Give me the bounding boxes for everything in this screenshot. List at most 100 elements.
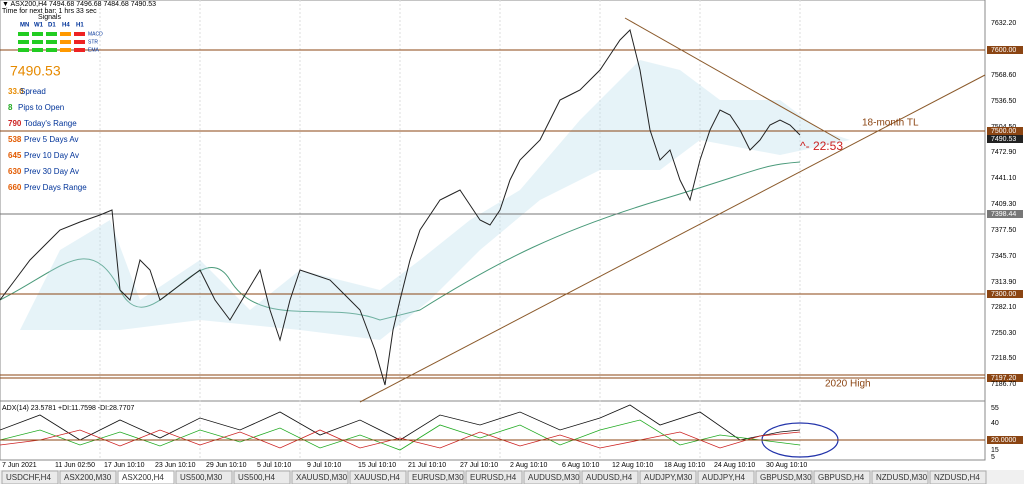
time-label: 12 Aug 10:10 [612, 462, 653, 469]
price-label: 7218.50 [991, 355, 1016, 362]
adx-axis: 20.0000 [991, 437, 1016, 444]
price-line [0, 29, 801, 386]
tab-label[interactable]: XAUUSD,M30 [296, 473, 348, 482]
price-label: 7568.60 [991, 72, 1016, 79]
price-label: 7441.10 [991, 175, 1016, 182]
time-label: 24 Aug 10:10 [714, 462, 755, 469]
tab-label[interactable]: GBPUSD,H4 [818, 473, 865, 482]
signal-cell [32, 32, 43, 36]
tab-label[interactable]: XAUUSD,H4 [354, 473, 400, 482]
timeframe: W1 [34, 23, 44, 29]
stat-label: Today's Range [24, 119, 77, 128]
tab-label[interactable]: USDCHF,H4 [6, 473, 51, 482]
time-label: 5 Jul 10:10 [257, 462, 291, 469]
price-label: 7345.70 [991, 253, 1016, 260]
price-box [987, 135, 1023, 143]
timeframe: H4 [62, 23, 70, 29]
time-label: 29 Jun 10:10 [206, 462, 247, 469]
price-label: 7377.50 [991, 227, 1016, 234]
signal-name: STR [88, 39, 98, 45]
price-label: 7600.00 [991, 47, 1016, 54]
tab-label[interactable]: ASX200,H4 [122, 473, 164, 482]
time-label: 15 Jul 10:10 [358, 462, 396, 469]
adx-axis: 55 [991, 405, 999, 412]
signal-cell [18, 40, 29, 44]
stat-label: Spread [20, 87, 46, 96]
signal-cell [74, 48, 85, 52]
signal-cell [46, 32, 57, 36]
tab-label[interactable]: NZDUSD,H4 [934, 473, 980, 482]
tab-label[interactable]: NZDUSD,M30 [876, 473, 928, 482]
tab-label[interactable]: US500,H4 [238, 473, 275, 482]
price-label: 7490.53 [991, 136, 1016, 143]
trendline-label: 18-month TL [862, 118, 919, 129]
adx-axis: 40 [991, 420, 999, 427]
price-label: 7186.70 [991, 381, 1016, 388]
adx-axis: 5 [991, 454, 995, 461]
price-label: 7398.44 [991, 211, 1016, 218]
adx-line [0, 404, 801, 441]
signal-cell [32, 40, 43, 44]
signal-cell [60, 48, 71, 52]
ichimoku-cloud [20, 60, 850, 340]
price: 7490.53 [10, 63, 61, 79]
tab-label[interactable]: ASX200,M30 [64, 473, 112, 482]
stat-label: Prev 10 Day Av [24, 151, 79, 160]
stat-num: 660 [8, 183, 22, 192]
stat-label: Prev 30 Day Av [24, 167, 79, 176]
price-label: 7313.90 [991, 279, 1016, 286]
moving-average [0, 161, 801, 321]
chart-frame [0, 0, 986, 461]
signal-cell [18, 48, 29, 52]
time-label: 9 Jul 10:10 [307, 462, 341, 469]
signal-cell [18, 32, 29, 36]
price-label: 7409.30 [991, 201, 1016, 208]
price-label: 7282.10 [991, 304, 1016, 311]
tab-label[interactable]: AUDJPY,H4 [702, 473, 746, 482]
signal-name: MACD [88, 31, 103, 37]
stat-num: 630 [8, 167, 22, 176]
tab-label[interactable]: US500,M30 [180, 473, 223, 482]
time-label: 17 Jun 10:10 [104, 462, 145, 469]
adx-box [987, 436, 1023, 444]
timeframe: H1 [76, 23, 84, 29]
signal-cell [60, 40, 71, 44]
stat-num: 538 [8, 135, 22, 144]
tab-label[interactable]: EURUSD,M30 [412, 473, 464, 482]
price-label: 7250.30 [991, 330, 1016, 337]
tab-label[interactable]: AUDUSD,M30 [528, 473, 580, 482]
stat-num: 8 [8, 103, 13, 112]
timeframe: D1 [48, 23, 56, 29]
signal-cell [46, 40, 57, 44]
time-label: 18 Aug 10:10 [664, 462, 705, 469]
symbol-line: ▼ ASX200,H4 7494.68 7496.68 7484.68 7490… [2, 1, 156, 8]
signal-cell [32, 48, 43, 52]
levels [0, 17, 986, 403]
grid [99, 0, 801, 460]
time-label: 30 Aug 10:10 [766, 462, 807, 469]
timeframe: MN [20, 23, 29, 29]
tab-label[interactable]: AUDJPY,M30 [644, 473, 693, 482]
price-box [987, 210, 1023, 218]
time-label: 23 Jun 10:10 [155, 462, 196, 469]
stat-num: 645 [8, 151, 22, 160]
time-label: 11 Jun 02:50 [55, 462, 95, 469]
price-label: 7536.50 [991, 98, 1016, 105]
tab-label[interactable]: GBPUSD,M30 [760, 473, 812, 482]
signal-cell [46, 48, 57, 52]
price-box [987, 374, 1023, 382]
signal-cell [60, 32, 71, 36]
price-box [987, 127, 1023, 135]
signal-cell [74, 40, 85, 44]
adx-label: ADX(14) 23.5781 +DI:11.7598 -DI:28.7707 [2, 405, 134, 412]
price-label: 7197.20 [991, 375, 1016, 382]
stat-label: Pips to Open [18, 103, 64, 112]
stat-num: 790 [8, 119, 22, 128]
minus-di-line [0, 429, 801, 449]
tab-label[interactable]: EURUSD,H4 [470, 473, 517, 482]
tab-label[interactable]: AUDUSD,H4 [586, 473, 633, 482]
time-label: 27 Jul 10:10 [460, 462, 498, 469]
high-label: 2020 High [825, 379, 871, 390]
price-box [987, 290, 1023, 298]
price-label: 7500.00 [991, 128, 1016, 135]
